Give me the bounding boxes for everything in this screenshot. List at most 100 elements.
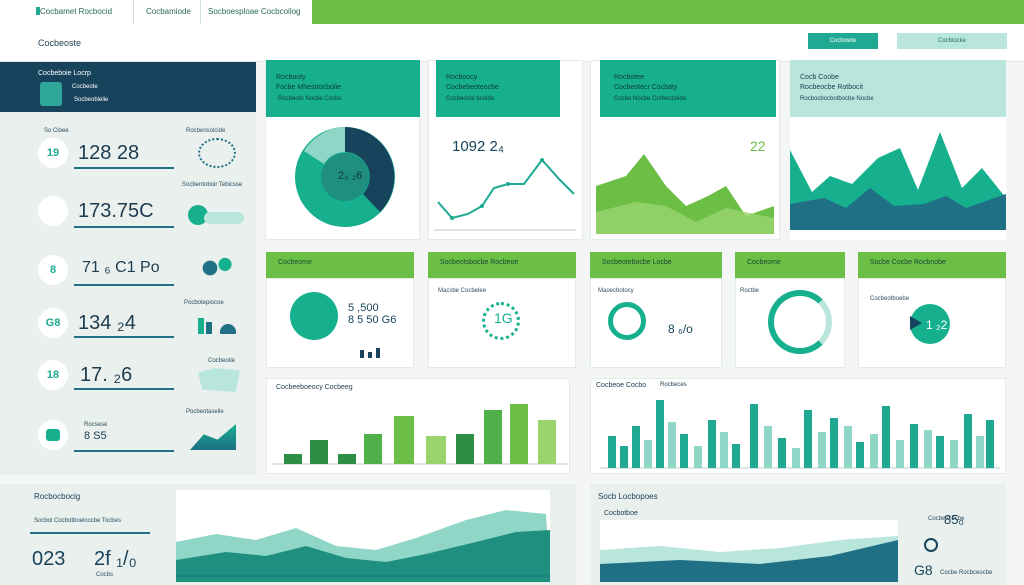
card-subtitle: Cocbeotboebe — [870, 296, 910, 302]
chart-subtitle: Rocbeces — [660, 382, 687, 388]
bar — [364, 434, 382, 464]
bar — [750, 404, 758, 468]
tab-indicator-icon — [36, 7, 40, 15]
stat-label: Cocbe Cocbe — [928, 516, 965, 522]
kpi-side-label: Socbentoboir Tebicsse — [182, 182, 243, 188]
bar — [856, 442, 864, 468]
kpi-icon: 18 — [38, 360, 68, 390]
panel-title: Socb Locbopoes — [598, 492, 658, 501]
kpi-icon: 8 — [38, 255, 68, 285]
bar — [910, 424, 918, 468]
kpi-underline — [74, 336, 174, 338]
chart-title: Cocbeeboeocy Cocbeeg — [276, 384, 353, 391]
bar — [964, 414, 972, 468]
area-series — [600, 540, 898, 582]
card-header: Cocb Coobe Rocbeocbe Rotbocit Rocbocbocb… — [790, 60, 1006, 117]
card-subtitle-2: Cocbe Nocbe Corbecboide — [614, 96, 687, 102]
kpi-underline — [74, 450, 174, 452]
bar — [830, 418, 838, 468]
kpi-value: 173.75C — [78, 200, 154, 222]
kpi-icon: G8 — [38, 308, 68, 338]
bar — [870, 434, 878, 468]
kpi-underline — [74, 284, 174, 286]
status-icon — [924, 538, 938, 552]
bar — [818, 432, 826, 468]
card-subtitle: Focbe Mhestrocbolie — [276, 84, 341, 91]
bar — [644, 440, 652, 468]
bar — [608, 436, 616, 468]
donut-slice — [345, 127, 395, 212]
big-value: 023 — [32, 548, 66, 570]
card-header: Socbeotebocbe Locbe — [590, 252, 722, 278]
area-chart — [596, 154, 774, 234]
card-title: Cocb Coobe — [800, 74, 839, 81]
bar — [844, 426, 852, 468]
bar — [732, 444, 740, 468]
sidebar-line-2: Socbeoblelie — [74, 97, 109, 103]
kpi-icon — [38, 420, 68, 450]
bar — [778, 438, 786, 468]
card-header: Rocboocy Cocbebeoteocbe Cocbeoste bcolde — [436, 60, 560, 117]
gauge-chart — [482, 302, 520, 340]
bar — [632, 426, 640, 468]
bar — [924, 430, 932, 468]
kpi-side-label: Pocbeotaseile — [186, 409, 224, 415]
panel-title: Rocbocbocig — [34, 492, 81, 501]
gauge-icon — [198, 138, 236, 168]
bar — [284, 454, 302, 464]
bar — [694, 446, 702, 468]
map-icon — [190, 250, 240, 286]
kpi-side-label: Pocbotepiocoe — [184, 300, 224, 306]
line-point — [480, 204, 484, 208]
area-chart — [176, 490, 550, 582]
bar-group — [644, 422, 984, 468]
cloud-icon — [188, 205, 208, 225]
card-title: Rocbotee — [614, 74, 644, 81]
area-series — [176, 530, 550, 582]
bar — [538, 420, 556, 464]
bar — [338, 454, 356, 464]
tab-dashboard[interactable]: Cocbamet Rocbocid — [40, 7, 113, 16]
bar — [950, 440, 958, 468]
area-value: 22 — [750, 138, 766, 154]
kpi-side-label: Cocbeotie — [208, 358, 236, 364]
tab-divider — [133, 0, 134, 24]
primary-button[interactable]: Cocbowte — [808, 33, 878, 49]
kpi-value: 128 28 — [78, 142, 140, 164]
card-header: Socbe Cocbe Rocbnobe — [858, 252, 1006, 278]
card-header: Rocbooty Focbe Mhestrocbolie Rocbeoto No… — [266, 60, 420, 117]
tab-reports[interactable]: Socboesploae Cocbcoilog — [208, 7, 301, 16]
panel-subtitle: Socbol Cocbotboelcocbe Tocbes — [34, 518, 121, 524]
area-chart — [600, 520, 898, 582]
bar — [792, 448, 800, 468]
card-subtitle: Cocbebeoteocbe — [446, 84, 499, 91]
line-value: 1092 2₄ — [452, 138, 505, 155]
tab-overview[interactable]: Cocbamiode — [146, 7, 191, 16]
sidebar-line-1: Cocbeote — [72, 84, 98, 90]
region-map-icon — [198, 368, 240, 392]
chat-icon — [46, 429, 60, 441]
bar — [620, 446, 628, 468]
bar — [986, 420, 994, 468]
card-title: Rocboocy — [446, 74, 478, 81]
pie-chart — [290, 292, 338, 340]
bar-group — [608, 400, 994, 468]
secondary-button[interactable]: Cocblocke — [897, 33, 1007, 49]
card-header: Cocbeome — [266, 252, 414, 278]
bar — [456, 434, 474, 464]
area-series — [596, 202, 774, 234]
donut-slice — [304, 127, 345, 164]
card-subtitle: Macsbe Cocbelee — [438, 288, 487, 294]
donut-center — [321, 153, 369, 201]
bar — [680, 434, 688, 468]
top-tab-strip — [0, 0, 312, 24]
card-title: Rocbooty — [276, 74, 306, 81]
mountain-series — [790, 188, 1006, 230]
bar-chart — [272, 404, 568, 465]
kpi-icon: 19 — [38, 138, 68, 168]
kpi-label: Rocsese — [84, 422, 108, 428]
bar — [668, 422, 676, 468]
ring-chart — [608, 302, 646, 340]
page-title: Cocbeoste — [38, 38, 82, 48]
tab-divider — [200, 0, 201, 24]
